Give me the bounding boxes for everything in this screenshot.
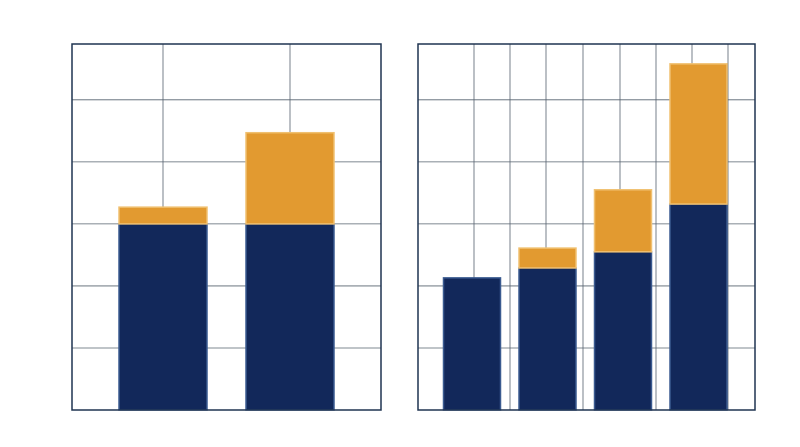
bar-segment: [442, 277, 502, 411]
plot-border: [71, 43, 382, 411]
bar-segment: [118, 223, 208, 411]
bar-segment: [245, 223, 335, 411]
bar-segment: [518, 267, 577, 411]
bar-segment: [669, 63, 728, 205]
bar-segment: [669, 203, 728, 411]
bar-segment: [593, 251, 653, 411]
plot-border: [417, 43, 756, 411]
bar-segment: [593, 189, 653, 253]
bar-segment: [118, 206, 208, 225]
bar-segment: [245, 131, 335, 225]
bar-segment: [518, 247, 577, 269]
